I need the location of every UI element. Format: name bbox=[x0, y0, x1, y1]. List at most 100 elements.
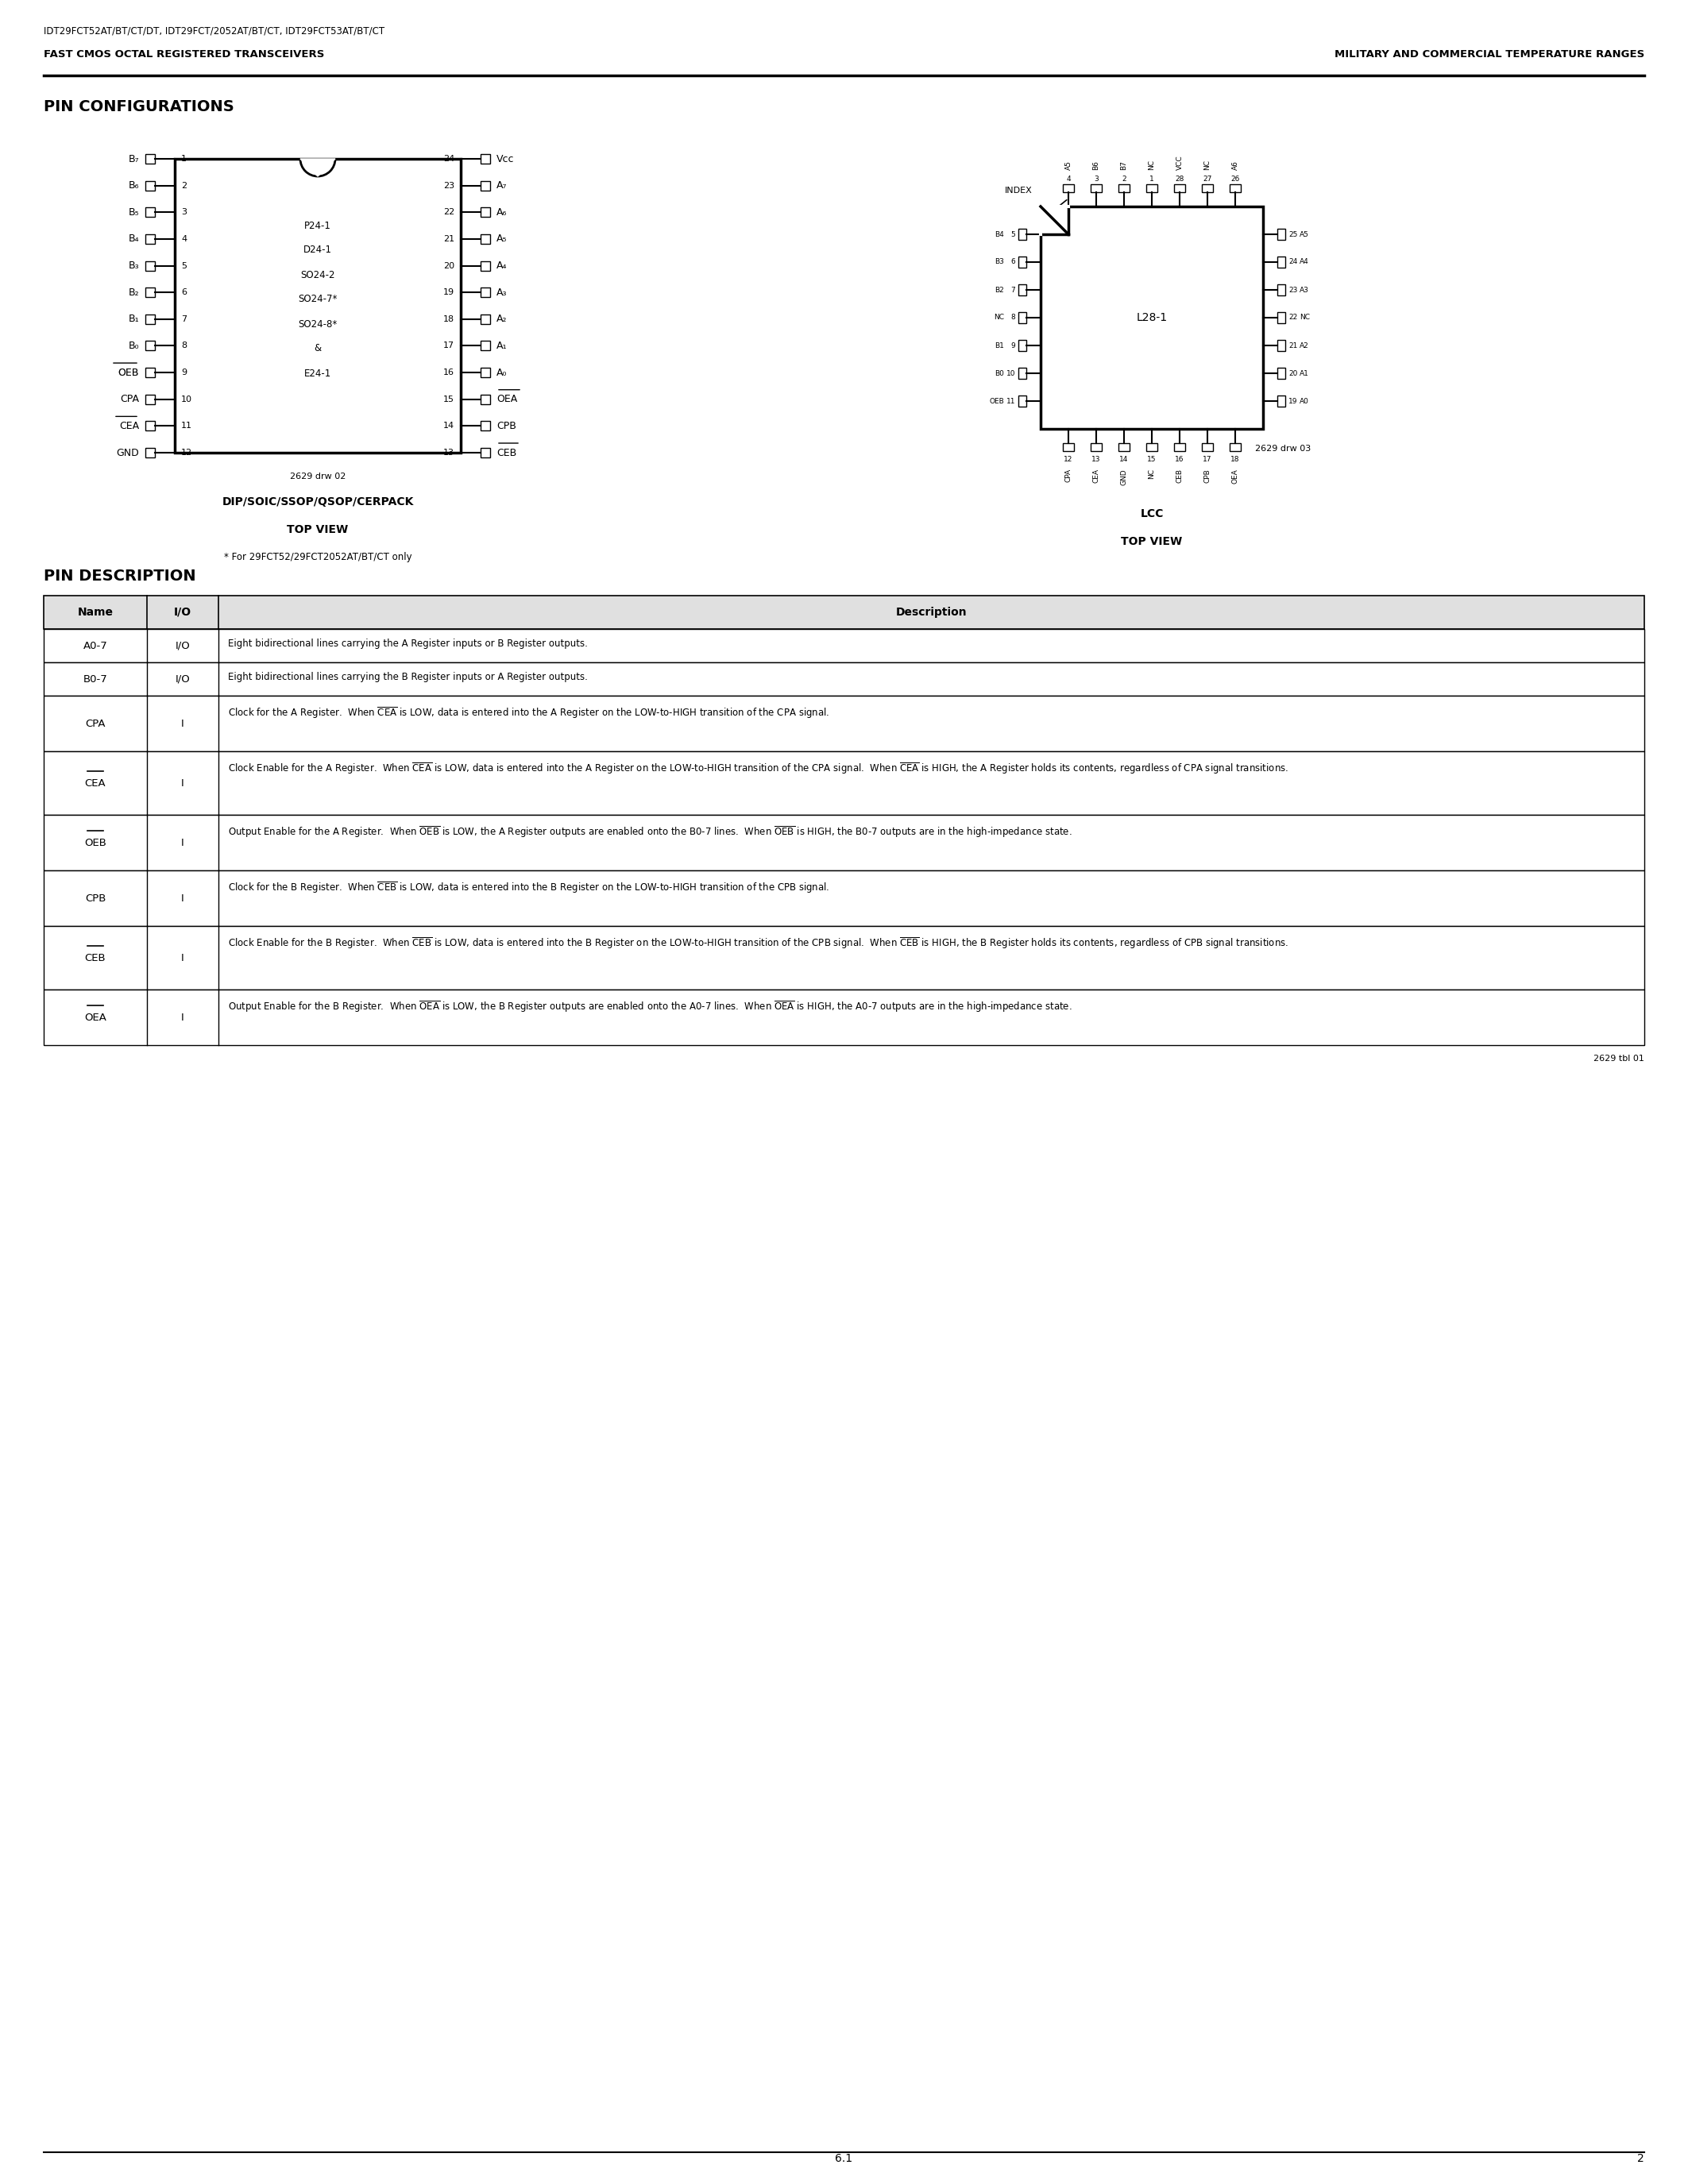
Text: INDEX: INDEX bbox=[1004, 186, 1033, 194]
Bar bbox=[44, 629, 1644, 662]
Text: Clock Enable for the A Register.  When $\overline{\rm CEA}$ is LOW, data is ente: Clock Enable for the A Register. When $\… bbox=[228, 760, 1288, 775]
Text: PIN DESCRIPTION: PIN DESCRIPTION bbox=[44, 568, 196, 583]
Bar bbox=[1018, 367, 1026, 378]
Bar bbox=[145, 367, 155, 378]
Bar bbox=[145, 448, 155, 456]
Text: OEB: OEB bbox=[118, 367, 138, 378]
Text: NC: NC bbox=[1148, 470, 1155, 478]
Text: B₄: B₄ bbox=[128, 234, 138, 245]
Bar bbox=[1018, 395, 1026, 406]
Bar bbox=[1278, 284, 1285, 295]
Text: 2629 drw 03: 2629 drw 03 bbox=[1254, 446, 1310, 452]
Text: &: & bbox=[314, 343, 321, 354]
Text: I: I bbox=[181, 952, 184, 963]
Text: NC: NC bbox=[994, 314, 1004, 321]
Bar bbox=[481, 234, 490, 245]
Bar bbox=[481, 367, 490, 378]
Text: 2: 2 bbox=[1637, 2153, 1644, 2164]
Text: 20: 20 bbox=[444, 262, 454, 269]
Text: 6: 6 bbox=[1011, 258, 1014, 266]
Text: 18: 18 bbox=[1231, 456, 1239, 463]
Text: A₅: A₅ bbox=[496, 234, 506, 245]
Text: B₃: B₃ bbox=[128, 260, 138, 271]
Text: A₆: A₆ bbox=[496, 207, 506, 218]
Bar bbox=[1229, 443, 1241, 452]
Text: 23: 23 bbox=[1288, 286, 1298, 293]
Text: I: I bbox=[181, 778, 184, 788]
Text: SO24-7*: SO24-7* bbox=[299, 295, 338, 304]
Text: A5: A5 bbox=[1300, 232, 1308, 238]
Text: 10: 10 bbox=[1006, 369, 1014, 378]
Text: CEB: CEB bbox=[84, 952, 106, 963]
Text: B7: B7 bbox=[1121, 162, 1128, 170]
Text: 13: 13 bbox=[1092, 456, 1101, 463]
Text: L28-1: L28-1 bbox=[1136, 312, 1168, 323]
Bar bbox=[1018, 256, 1026, 269]
Text: A₇: A₇ bbox=[496, 181, 506, 190]
Text: MILITARY AND COMMERCIAL TEMPERATURE RANGES: MILITARY AND COMMERCIAL TEMPERATURE RANG… bbox=[1334, 50, 1644, 59]
Text: A₀: A₀ bbox=[496, 367, 506, 378]
Text: B₁: B₁ bbox=[128, 314, 138, 323]
Bar bbox=[145, 314, 155, 323]
Text: 3: 3 bbox=[1094, 175, 1099, 183]
Text: B₂: B₂ bbox=[128, 288, 138, 297]
Text: 21: 21 bbox=[444, 236, 454, 242]
Text: A₄: A₄ bbox=[496, 260, 506, 271]
Text: 2629 drw 02: 2629 drw 02 bbox=[290, 472, 346, 480]
Bar bbox=[1119, 443, 1129, 452]
Bar bbox=[1278, 395, 1285, 406]
Bar bbox=[481, 155, 490, 164]
Text: FAST CMOS OCTAL REGISTERED TRANSCEIVERS: FAST CMOS OCTAL REGISTERED TRANSCEIVERS bbox=[44, 50, 324, 59]
Bar bbox=[145, 181, 155, 190]
Bar bbox=[1278, 229, 1285, 240]
Text: P24-1: P24-1 bbox=[304, 221, 331, 232]
Bar bbox=[1278, 367, 1285, 378]
Bar bbox=[1229, 183, 1241, 192]
Text: Vcc: Vcc bbox=[496, 153, 515, 164]
Text: 13: 13 bbox=[444, 448, 454, 456]
Text: A1: A1 bbox=[1300, 369, 1308, 378]
Text: 5: 5 bbox=[1011, 232, 1014, 238]
Bar bbox=[1063, 183, 1074, 192]
Text: 6.1: 6.1 bbox=[836, 2153, 852, 2164]
Text: B0-7: B0-7 bbox=[83, 675, 108, 684]
Text: 16: 16 bbox=[1175, 456, 1185, 463]
Bar bbox=[1018, 312, 1026, 323]
Text: A0-7: A0-7 bbox=[83, 640, 108, 651]
Text: 15: 15 bbox=[1148, 456, 1156, 463]
Text: PIN CONFIGURATIONS: PIN CONFIGURATIONS bbox=[44, 98, 235, 114]
Text: GND: GND bbox=[1121, 470, 1128, 485]
Text: A₃: A₃ bbox=[496, 288, 506, 297]
Bar bbox=[145, 288, 155, 297]
Text: CPA: CPA bbox=[84, 719, 105, 729]
Text: I: I bbox=[181, 836, 184, 847]
Text: A₁: A₁ bbox=[496, 341, 506, 352]
Text: 16: 16 bbox=[444, 369, 454, 376]
Text: 6: 6 bbox=[181, 288, 187, 297]
Bar bbox=[1146, 443, 1158, 452]
Bar bbox=[481, 314, 490, 323]
Text: VCC: VCC bbox=[1177, 155, 1183, 170]
Bar bbox=[145, 395, 155, 404]
Text: 28: 28 bbox=[1175, 175, 1185, 183]
Text: Clock Enable for the B Register.  When $\overline{\rm CEB}$ is LOW, data is ente: Clock Enable for the B Register. When $\… bbox=[228, 935, 1288, 950]
Text: CEA: CEA bbox=[84, 778, 106, 788]
Bar bbox=[1018, 284, 1026, 295]
Text: 14: 14 bbox=[444, 422, 454, 430]
Text: 18: 18 bbox=[444, 314, 454, 323]
Bar bbox=[1175, 443, 1185, 452]
Text: NC: NC bbox=[1148, 159, 1155, 170]
Bar bbox=[481, 395, 490, 404]
Text: 5: 5 bbox=[181, 262, 187, 269]
Bar bbox=[1018, 341, 1026, 352]
Text: 1: 1 bbox=[181, 155, 187, 164]
Bar bbox=[1278, 341, 1285, 352]
Text: 11: 11 bbox=[1006, 397, 1014, 404]
Bar bbox=[1040, 207, 1263, 428]
Text: 19: 19 bbox=[444, 288, 454, 297]
Text: I/O: I/O bbox=[174, 607, 191, 618]
Bar bbox=[176, 159, 461, 452]
Bar bbox=[1063, 443, 1074, 452]
Text: 19: 19 bbox=[1288, 397, 1298, 404]
Bar bbox=[481, 207, 490, 216]
